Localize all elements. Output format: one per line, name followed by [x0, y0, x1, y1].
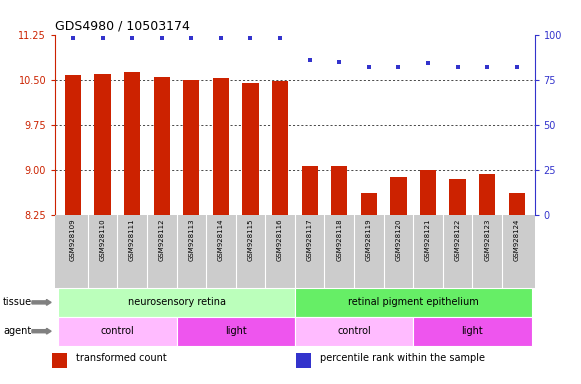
Point: [424, 60, 433, 66]
Point: [187, 35, 196, 41]
Bar: [295, 317, 413, 346]
Bar: [58, 288, 295, 317]
Point: [275, 35, 285, 41]
Text: GSM928114: GSM928114: [218, 219, 224, 261]
Point: [69, 35, 78, 41]
Point: [394, 64, 403, 70]
Text: GSM928124: GSM928124: [514, 219, 520, 261]
Text: GSM928111: GSM928111: [129, 219, 135, 262]
Point: [98, 35, 107, 41]
Bar: [58, 317, 177, 346]
Text: GSM928121: GSM928121: [425, 219, 431, 261]
Bar: [213, 78, 229, 215]
Point: [127, 35, 137, 41]
Text: agent: agent: [3, 326, 31, 336]
Text: retinal pigment epithelium: retinal pigment epithelium: [348, 297, 479, 308]
Text: GSM928116: GSM928116: [277, 219, 283, 262]
Text: GSM928119: GSM928119: [366, 219, 372, 262]
Bar: [272, 81, 288, 215]
Bar: [177, 317, 295, 346]
Text: transformed count: transformed count: [76, 353, 166, 363]
Point: [335, 59, 344, 65]
Text: GDS4980 / 10503174: GDS4980 / 10503174: [55, 19, 190, 32]
Point: [483, 64, 492, 70]
Bar: [413, 317, 532, 346]
Point: [216, 35, 225, 41]
Point: [157, 35, 166, 41]
Text: GSM928112: GSM928112: [159, 219, 164, 261]
Point: [246, 35, 255, 41]
Text: control: control: [101, 326, 134, 336]
Bar: [420, 170, 436, 215]
Bar: [153, 77, 170, 215]
Bar: [390, 177, 407, 215]
Text: GSM928117: GSM928117: [307, 219, 313, 262]
Text: GSM928120: GSM928120: [396, 219, 401, 261]
Bar: [331, 166, 347, 215]
Text: GSM928122: GSM928122: [454, 219, 461, 261]
Bar: [94, 74, 110, 215]
Text: GSM928113: GSM928113: [188, 219, 194, 262]
Bar: [508, 193, 525, 215]
Bar: [242, 83, 259, 215]
Bar: [295, 288, 532, 317]
Point: [305, 57, 314, 63]
Text: GSM928123: GSM928123: [484, 219, 490, 261]
Bar: [124, 73, 140, 215]
Point: [364, 64, 374, 70]
Bar: [450, 179, 466, 215]
Text: GSM928115: GSM928115: [248, 219, 253, 261]
Point: [453, 64, 462, 70]
Point: [512, 64, 521, 70]
Text: percentile rank within the sample: percentile rank within the sample: [320, 353, 485, 363]
Bar: [65, 75, 81, 215]
Text: GSM928118: GSM928118: [336, 219, 342, 262]
Text: control: control: [337, 326, 371, 336]
Text: light: light: [461, 326, 483, 336]
Text: tissue: tissue: [3, 297, 32, 308]
Text: neurosensory retina: neurosensory retina: [127, 297, 225, 308]
Bar: [361, 193, 377, 215]
Text: GSM928109: GSM928109: [70, 219, 76, 262]
Bar: [183, 80, 199, 215]
Text: light: light: [225, 326, 246, 336]
Bar: [296, 353, 311, 369]
Bar: [302, 166, 318, 215]
Bar: [479, 174, 496, 215]
Bar: [52, 353, 67, 369]
Text: GSM928110: GSM928110: [99, 219, 106, 262]
